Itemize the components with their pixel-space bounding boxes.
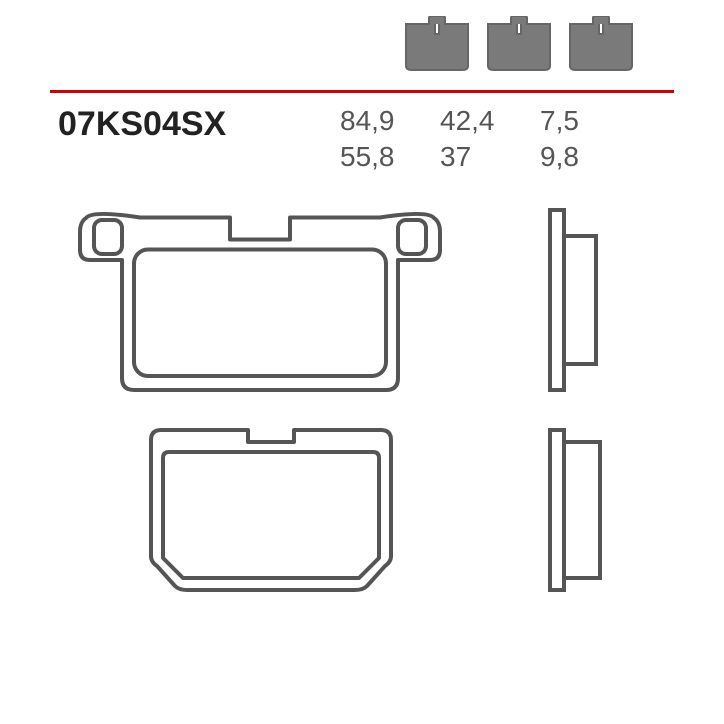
top-icon-row <box>404 16 634 72</box>
dim-value: 37 <box>440 141 540 173</box>
brake-pad-icon <box>568 16 634 72</box>
dim-value: 55,8 <box>340 141 440 173</box>
dimensions-grid: 84,9 42,4 7,5 55,8 37 9,8 <box>340 105 620 173</box>
diagram-svg <box>50 200 674 684</box>
separator-line <box>50 90 674 93</box>
brake-pad-icon <box>486 16 552 72</box>
brake-pad-icon <box>404 16 470 72</box>
brake-pad-diagram <box>50 200 674 684</box>
dim-value: 42,4 <box>440 105 540 137</box>
dim-value: 7,5 <box>540 105 620 137</box>
part-number: 07KS04SX <box>58 105 226 144</box>
dim-value: 9,8 <box>540 141 620 173</box>
dim-value: 84,9 <box>340 105 440 137</box>
